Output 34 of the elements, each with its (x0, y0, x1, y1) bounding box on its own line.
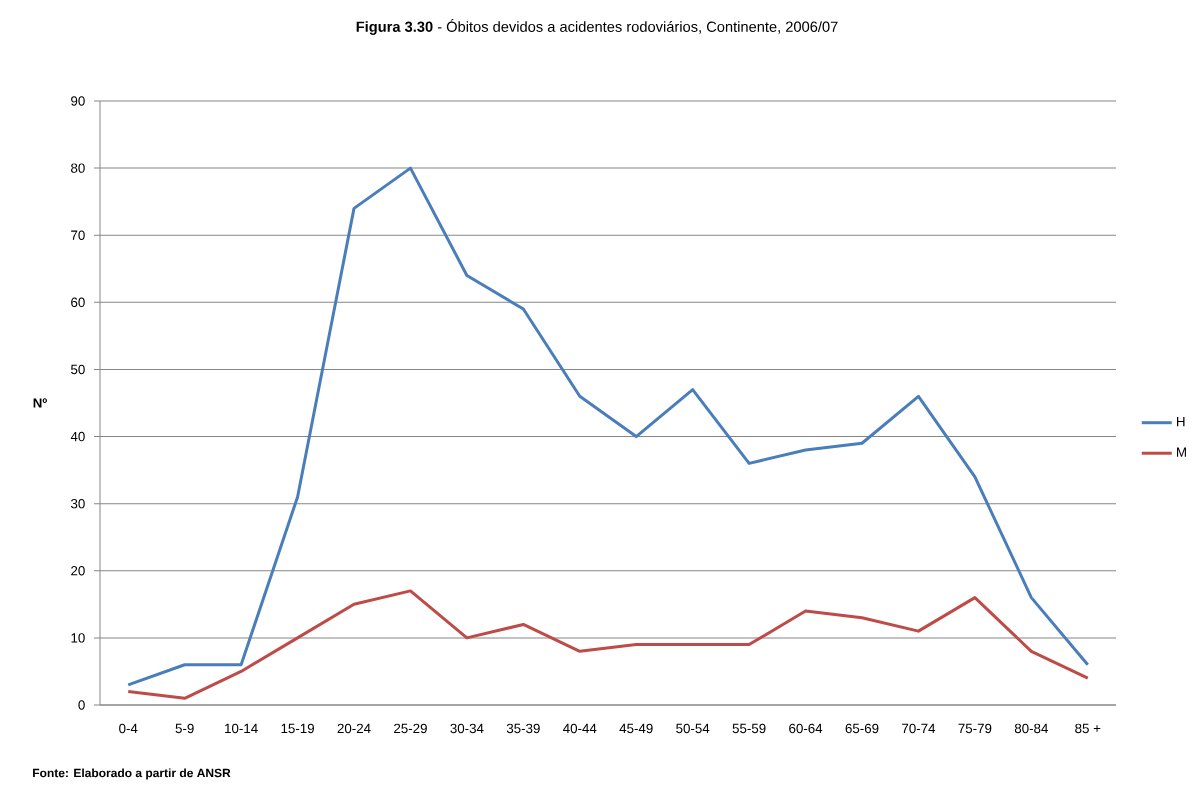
x-tick-label: 70-74 (902, 723, 936, 734)
x-tick-label: 75-79 (958, 723, 992, 734)
x-tick-label: 10-14 (225, 723, 258, 734)
y-tick-label: 40 (70, 431, 85, 442)
x-tick-label: 40-44 (563, 723, 597, 734)
y-axis-title: Nº (33, 398, 47, 408)
x-tick-label: 30-34 (450, 723, 484, 734)
y-tick-label: 90 (71, 96, 85, 106)
x-tick-label: 85 + (1075, 723, 1101, 734)
x-tick-label: 65-69 (845, 723, 879, 734)
line-series (126, 166, 1090, 687)
source-note: Fonte: Elaborado a partir de ANSR (33, 768, 231, 780)
x-tick-label: 25-29 (394, 723, 427, 734)
x-tick-label: 0-4 (119, 723, 138, 734)
x-tick-label: 5-9 (175, 723, 194, 734)
y-tick-label: 0 (78, 700, 85, 710)
legend-label: M (1177, 447, 1186, 457)
y-tick-label: 50 (71, 364, 85, 375)
x-tick-label: 15-19 (281, 723, 314, 734)
y-tick-label: 30 (70, 498, 85, 509)
chart-title: Figura 3.30 - Óbitos devidos a acidentes rodoviários, Continente, 2006/07 (356, 19, 838, 35)
x-tick-label: 50-54 (676, 723, 710, 734)
x-tick-label: 55-59 (732, 723, 766, 734)
y-tick-label: 20 (71, 566, 85, 576)
y-tick-label: 70 (71, 230, 85, 240)
y-tick-label: 10 (71, 633, 85, 643)
y-tick-label: 80 (71, 163, 85, 173)
x-tick-label: 45-49 (619, 723, 653, 734)
legend-label: H (1177, 417, 1185, 427)
x-tick-label: 80-84 (1014, 723, 1048, 734)
y-tick-label: 60 (71, 297, 85, 308)
x-tick-label: 60-64 (789, 723, 823, 734)
x-tick-label: 20-24 (337, 723, 371, 734)
x-tick-label: 35-39 (506, 723, 540, 734)
